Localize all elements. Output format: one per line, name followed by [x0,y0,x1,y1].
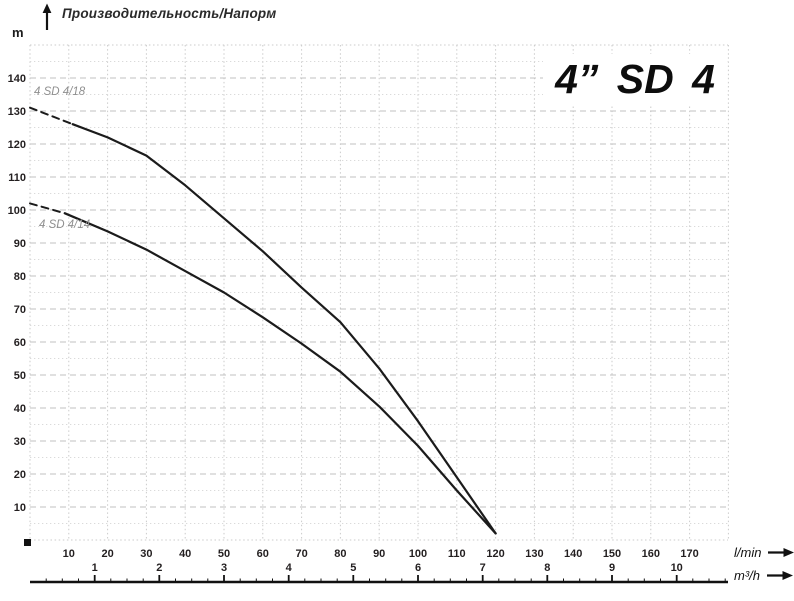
m3h-tick-label: 10 [671,562,683,574]
y-axis-tick-label: 130 [8,106,26,118]
x-axis-unit-m3h: m³/h [734,567,793,583]
lmin-tick-label: 90 [373,548,385,560]
y-axis-tick-label: 20 [14,469,26,481]
y-axis-tick-label: 10 [14,502,26,514]
lmin-tick-label: 140 [564,548,582,560]
right-arrow-icon [767,570,793,580]
y-axis-title: Производительность/Напорм [62,6,277,21]
y-axis-tick-label: 60 [14,337,26,349]
origin-marker [24,539,31,546]
lmin-tick-label: 60 [257,548,269,560]
lmin-tick-label: 30 [140,548,152,560]
lmin-tick-label: 130 [525,548,543,560]
y-axis-tick-label: 90 [14,238,26,250]
y-axis-tick-label: 80 [14,271,26,283]
lmin-tick-label: 20 [101,548,113,560]
x-axis-unit-lmin: l/min [734,544,794,560]
lmin-tick-label: 50 [218,548,230,560]
y-axis-arrow-icon [42,3,52,30]
m3h-tick-label: 4 [286,562,293,574]
curve-label-4sd4-14: 4 SD 4/14 [39,219,91,231]
lmin-tick-label: 100 [409,548,427,560]
right-arrow-icon [768,547,794,557]
curve-label-4sd4-18: 4 SD 4/18 [34,86,86,98]
curve-4-sd-4-14 [63,212,497,535]
curve-dashed-lead-4-sd-4-18 [29,106,74,126]
m3h-tick-label: 6 [415,562,421,574]
lmin-tick-label: 80 [334,548,346,560]
chart-title: 4” SD 4 [543,54,727,104]
m3h-tick-label: 8 [544,562,550,574]
lmin-tick-label: 110 [448,548,466,560]
y-axis-tick-label: 70 [14,304,26,316]
lmin-unit-label: l/min [734,544,762,560]
m3h-tick-label: 7 [480,562,486,574]
y-axis-tick-label: 100 [8,205,26,217]
lmin-tick-label: 150 [603,548,621,560]
y-axis-tick-label: 40 [14,403,26,415]
curve-dashed-lead-4-sd-4-14 [29,202,66,215]
lmin-tick-label: 40 [179,548,191,560]
lmin-tick-label: 70 [295,548,307,560]
y-axis-tick-label: 140 [8,73,26,85]
m3h-tick-label: 3 [221,562,227,574]
m3h-unit-label: m³/h [734,567,760,583]
y-axis-tick-label: 110 [8,172,26,184]
curve-4-sd-4-18 [71,123,497,535]
y-axis-tick-label: 50 [14,370,26,382]
y-axis-tick-label: 30 [14,436,26,448]
lmin-tick-label: 120 [486,548,504,560]
lmin-tick-label: 10 [63,548,75,560]
lmin-tick-label: 160 [642,548,660,560]
m3h-tick-label: 9 [609,562,615,574]
lmin-tick-label: 170 [680,548,698,560]
m3h-tick-label: 5 [350,562,356,574]
m3h-tick-label: 1 [92,562,98,574]
y-axis-tick-label: 120 [8,139,26,151]
m3h-tick-label: 2 [156,562,162,574]
y-axis-unit-label: m [12,25,24,40]
